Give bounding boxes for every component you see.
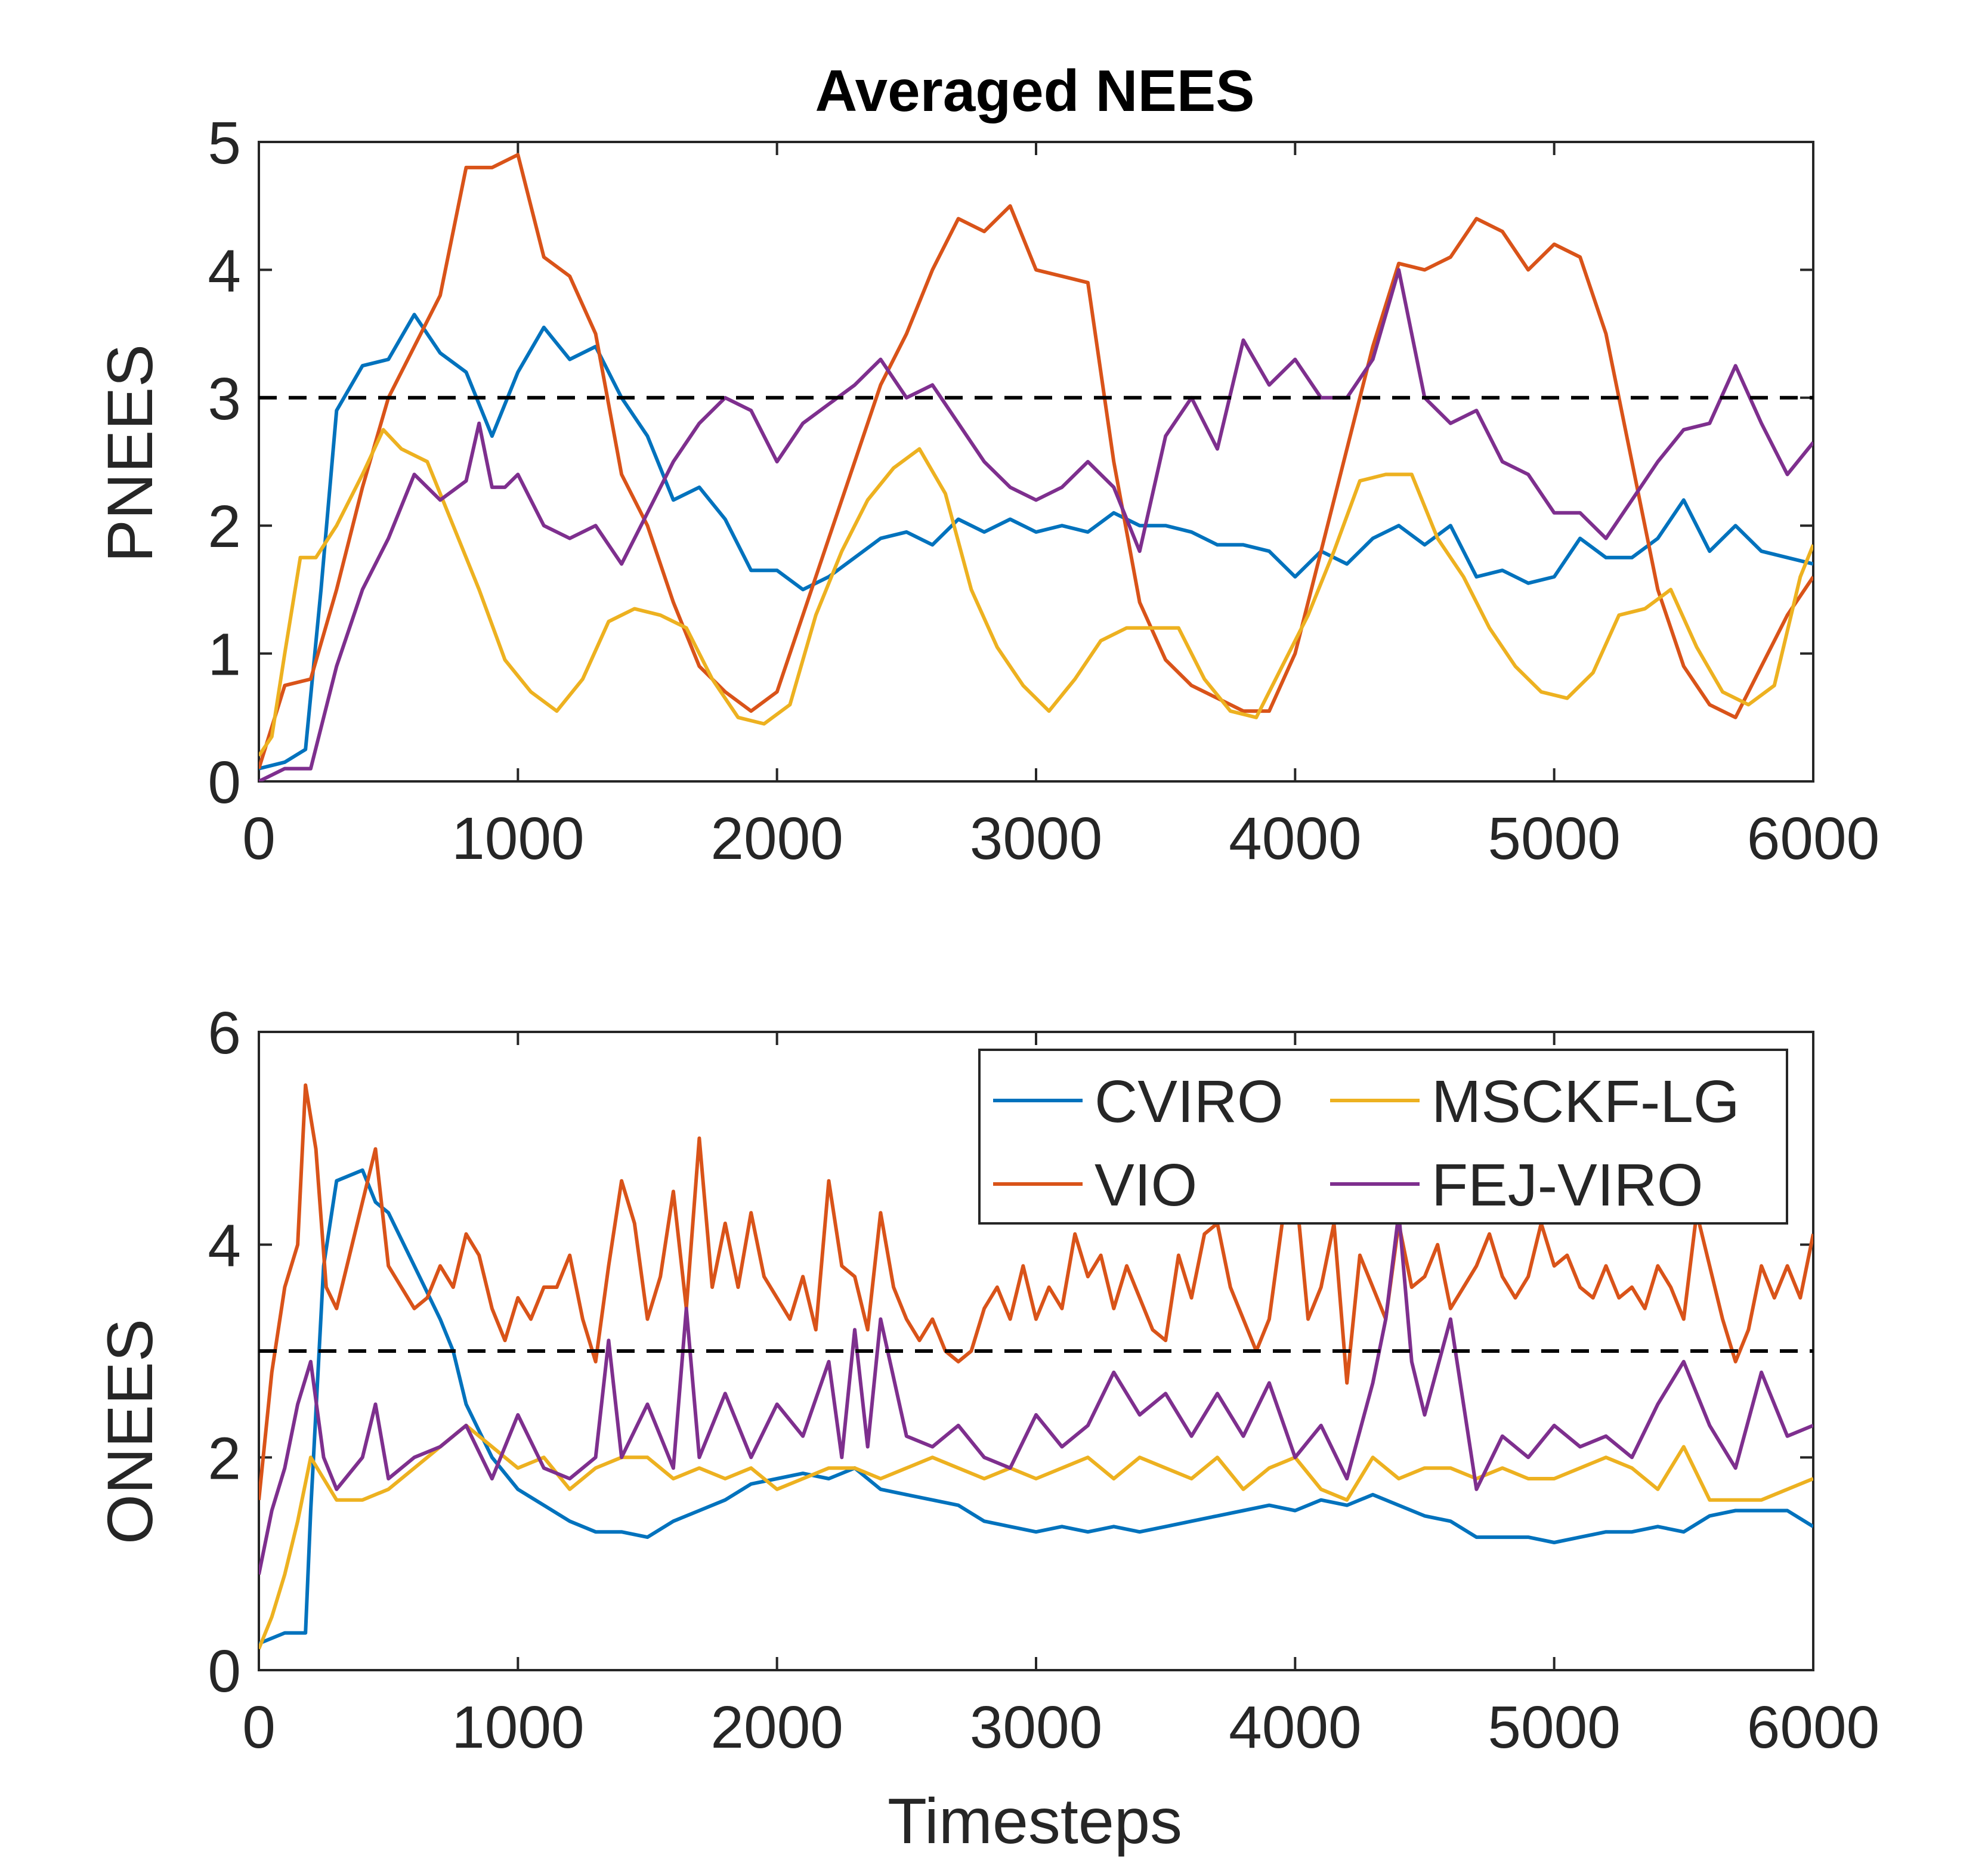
pnees-xtick-label: 4000 xyxy=(1229,805,1361,872)
pnees-xtick-label: 3000 xyxy=(970,805,1102,872)
onees-xtick-label: 1000 xyxy=(452,1694,584,1761)
pnees-ylabel: PNEES xyxy=(94,344,166,562)
legend: CVIRO MSCKF-LG VIO FEJ-VIRO xyxy=(978,1049,1788,1225)
onees-ytick-label: 6 xyxy=(208,1000,241,1067)
onees-xtick-label: 5000 xyxy=(1488,1694,1620,1761)
onees-xtick-label: 6000 xyxy=(1747,1694,1879,1761)
onees-ytick-label: 0 xyxy=(208,1638,241,1705)
pnees-xtick-label: 2000 xyxy=(710,805,843,872)
pnees-xtick-label: 6000 xyxy=(1747,805,1879,872)
onees-ytick-label: 4 xyxy=(208,1213,241,1279)
pnees-ytick-label: 2 xyxy=(208,493,241,560)
onees-xtick-label: 0 xyxy=(242,1694,276,1761)
legend-label-vio: VIO xyxy=(1095,1152,1197,1219)
pnees-ytick-label: 3 xyxy=(208,366,241,432)
legend-box xyxy=(978,1049,1788,1225)
onees-ytick-label: 2 xyxy=(208,1425,241,1492)
onees-xlabel: Timesteps xyxy=(888,1785,1182,1857)
onees-xtick-label: 3000 xyxy=(970,1694,1102,1761)
pnees-xtick-label: 5000 xyxy=(1488,805,1620,872)
legend-label-cviro: CVIRO xyxy=(1095,1068,1284,1135)
legend-label-fej-viro: FEJ-VIRO xyxy=(1432,1152,1703,1219)
onees-series-cviro xyxy=(259,1168,1813,1646)
onees-series-fej-viro xyxy=(259,1211,1813,1575)
figure-title: Averaged NEES xyxy=(815,58,1254,123)
pnees-ytick-label: 4 xyxy=(208,237,241,304)
pnees-series-msckf-lg xyxy=(259,428,1813,757)
onees-xtick-label: 2000 xyxy=(710,1694,843,1761)
pnees-xtick-label: 1000 xyxy=(452,805,584,872)
pnees-series-fej-viro xyxy=(259,268,1813,781)
onees-xtick-label: 4000 xyxy=(1229,1694,1361,1761)
pnees-xtick-label: 0 xyxy=(242,805,276,872)
pnees-ytick-label: 5 xyxy=(208,110,241,177)
pnees-ytick-label: 1 xyxy=(208,622,241,688)
pnees-ytick-label: 0 xyxy=(208,749,241,816)
pnees-series-vio xyxy=(259,153,1813,769)
onees-ylabel: ONEES xyxy=(94,1319,166,1544)
onees-series-vio xyxy=(259,1083,1813,1501)
pnees-panel: PNEES 0 1000 2000 3000 4000 5000 6000 0 1 2 3 4 5 xyxy=(94,110,1879,872)
legend-label-msckf-lg: MSCKF-LG xyxy=(1432,1068,1740,1135)
pnees-series-cviro xyxy=(259,313,1813,771)
